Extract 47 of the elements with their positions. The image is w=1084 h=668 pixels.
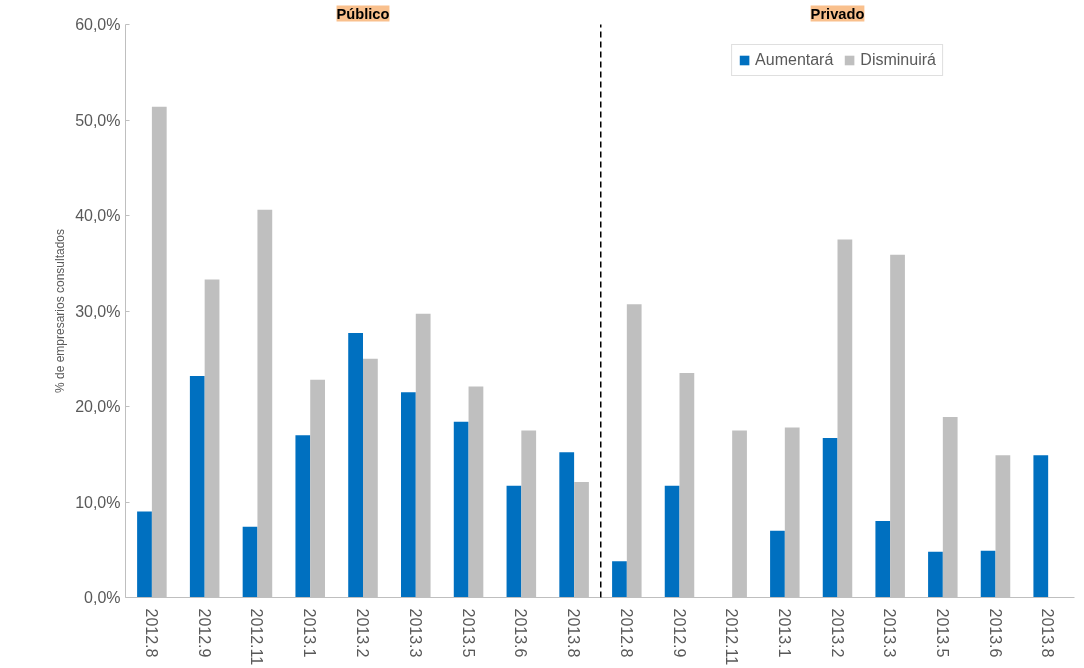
x-tick-label: 2012.8 xyxy=(617,608,635,658)
chart-title: Público xyxy=(336,5,390,22)
legend-label: Aumentará xyxy=(755,51,834,69)
bar xyxy=(875,521,891,598)
x-tick-label: 2013.6 xyxy=(986,608,1004,658)
x-tick-label: 2012.11 xyxy=(723,608,741,666)
x-tick-label: 2012.9 xyxy=(670,608,688,658)
x-tick-label: 2013.6 xyxy=(512,608,530,658)
y-tick-label: 30,0% xyxy=(75,302,121,320)
bar xyxy=(664,485,680,598)
x-tick-label: 2013.5 xyxy=(933,608,951,658)
y-tick-label: 20,0% xyxy=(75,398,121,415)
x-tick-label: 2013.2 xyxy=(828,608,846,658)
x-tick-label: 2013.1 xyxy=(775,608,793,658)
bar xyxy=(242,526,258,598)
bar xyxy=(401,392,416,598)
chart-title: Privado xyxy=(810,5,865,22)
x-tick-label: 2012.8 xyxy=(142,608,160,658)
bar xyxy=(980,550,996,598)
bar xyxy=(189,375,205,598)
x-tick-label: 2013.8 xyxy=(565,608,583,658)
y-tick-label: 60,0% xyxy=(75,16,121,33)
bar xyxy=(770,530,785,598)
x-tick-label: 2013.1 xyxy=(301,608,319,658)
x-tick-label: 2013.5 xyxy=(459,608,477,658)
x-tick-label: 2013.3 xyxy=(881,608,899,658)
bar xyxy=(348,332,363,598)
y-tick-label: 0,0% xyxy=(84,589,121,606)
y-tick-label: 50,0% xyxy=(75,111,121,129)
bar xyxy=(295,435,311,598)
y-axis-title: % de empresarios consultados xyxy=(53,228,68,394)
bar xyxy=(928,551,943,598)
bar xyxy=(559,452,575,598)
x-tick-label: 2012.9 xyxy=(195,608,213,658)
bar xyxy=(506,485,522,598)
bar xyxy=(822,438,838,598)
x-tick-label: 2013.3 xyxy=(406,608,424,658)
bar xyxy=(453,421,469,598)
y-tick-label: 40,0% xyxy=(75,207,121,224)
bar xyxy=(1033,455,1049,598)
y-tick-label: 10,0% xyxy=(75,493,121,511)
x-tick-label: 2012.11 xyxy=(248,608,266,666)
x-tick-label: 2013.2 xyxy=(354,608,371,658)
bar xyxy=(612,561,627,598)
bar xyxy=(137,511,152,598)
legend-label: Disminuirá xyxy=(860,51,936,69)
x-tick-label: 2013.8 xyxy=(1039,608,1057,658)
